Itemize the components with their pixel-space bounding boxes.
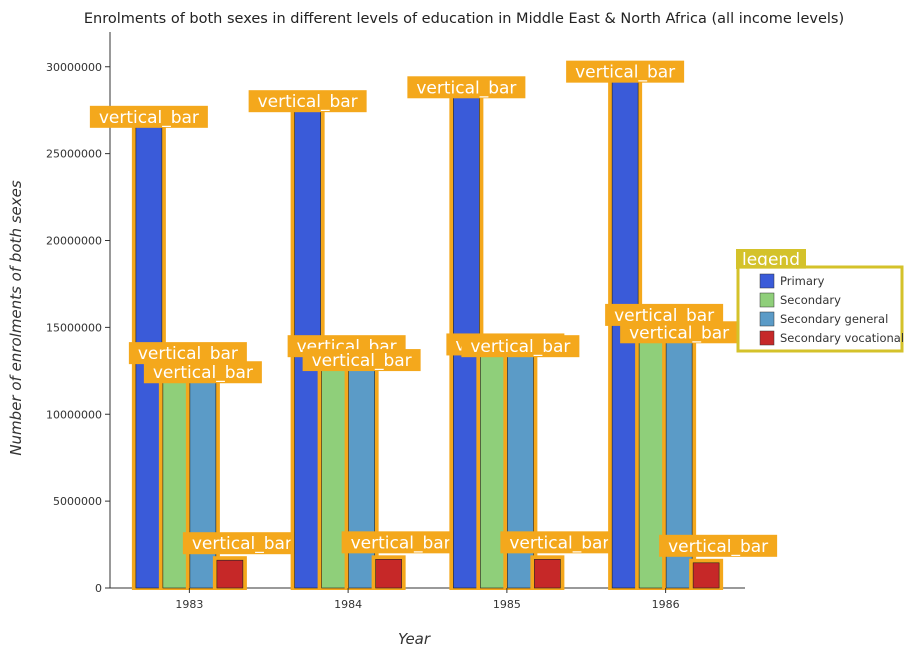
- legend: legend Primary Secondary Secondary general S…: [736, 249, 904, 353]
- bar-secondary-vocational-1984[interactable]: [375, 559, 402, 589]
- bar-callout-box: [620, 321, 739, 344]
- bar-callout-box: [182, 532, 301, 555]
- legend-title-box: [736, 249, 806, 269]
- bar-callout-label: vertical_bar: [416, 78, 516, 98]
- y-tick-label: 0: [95, 582, 102, 595]
- y-tick-label: 20000000: [46, 235, 102, 248]
- bar-callout-label: vertical_bar: [614, 306, 714, 326]
- legend-swatch: [759, 292, 775, 308]
- bar-callout-box: [407, 76, 526, 99]
- bar-callout-label: vertical_bar: [99, 108, 199, 128]
- bar-callout-box: [605, 303, 724, 326]
- legend-entry-secondary-vocational: Secondary vocational: [780, 331, 904, 345]
- bar-callout-label: vertical_bar: [509, 533, 609, 553]
- bar-secondary-vocational-1983[interactable]: [216, 559, 244, 589]
- bar-callout-label: vertical_bar: [668, 537, 768, 557]
- y-tick-label: 10000000: [46, 408, 102, 421]
- bar-secondary-vocational-1985[interactable]: [534, 559, 561, 589]
- legend-entry-secondary: Secondary: [780, 293, 841, 307]
- x-tick-label: 1985: [493, 598, 521, 611]
- x-axis-label: Year: [398, 630, 431, 648]
- bar-callout-label: vertical_bar: [192, 534, 292, 554]
- bar-callout-label: vertical_bar: [470, 337, 570, 357]
- y-tick-label: 5000000: [53, 495, 102, 508]
- bar-callout-box: [341, 531, 460, 554]
- bar-callout-box: [659, 534, 778, 557]
- y-tick-label: 15000000: [46, 321, 102, 334]
- bar-callout-label: vertical_bar: [312, 351, 412, 371]
- bar-callout-box: [566, 60, 685, 83]
- bar-callout-label: vertical_bar: [258, 92, 358, 112]
- bar-callout-box: [248, 90, 367, 113]
- plot-area: 0 5000000 10000000 15000000 20000000 25000000…: [46, 32, 778, 611]
- y-axis-label: Number of enrolments of both sexes: [7, 180, 25, 456]
- bar-callout-box: [461, 335, 580, 358]
- bar-callout-box: [302, 349, 421, 372]
- bar-callout-box: [128, 342, 247, 365]
- legend-entry-primary: Primary: [780, 274, 825, 288]
- bar-callout-box: [500, 531, 619, 554]
- bar-callout-box: [143, 361, 262, 384]
- bar-callout-label: vertical_bar: [351, 533, 451, 553]
- legend-entry-secondary-general: Secondary general: [780, 312, 888, 326]
- bar-callout-label: vertical_bar: [575, 63, 675, 83]
- x-tick-label: 1984: [334, 598, 362, 611]
- bar-callout-label: vertical_bar: [153, 363, 253, 383]
- y-tick-label: 25000000: [46, 148, 102, 161]
- bar-secondary-general-1984[interactable]: [348, 368, 375, 589]
- chart-title: Enrolments of both sexes in different le…: [84, 11, 844, 27]
- x-tick-label: 1986: [652, 598, 680, 611]
- legend-swatch: [759, 330, 775, 346]
- x-tick-label: 1983: [175, 598, 203, 611]
- bar-callout-label: vertical_bar: [138, 344, 238, 364]
- bar-secondary-vocational-1986[interactable]: [692, 562, 720, 589]
- legend-title: legend: [742, 250, 800, 270]
- bar-callout-box: [89, 105, 208, 128]
- legend-swatch: [759, 311, 775, 327]
- legend-swatch: [759, 273, 775, 289]
- bar-callout-label: vertical_bar: [629, 323, 729, 343]
- bar-secondary-general-1983[interactable]: [189, 380, 217, 589]
- y-tick-label: 30000000: [46, 61, 102, 74]
